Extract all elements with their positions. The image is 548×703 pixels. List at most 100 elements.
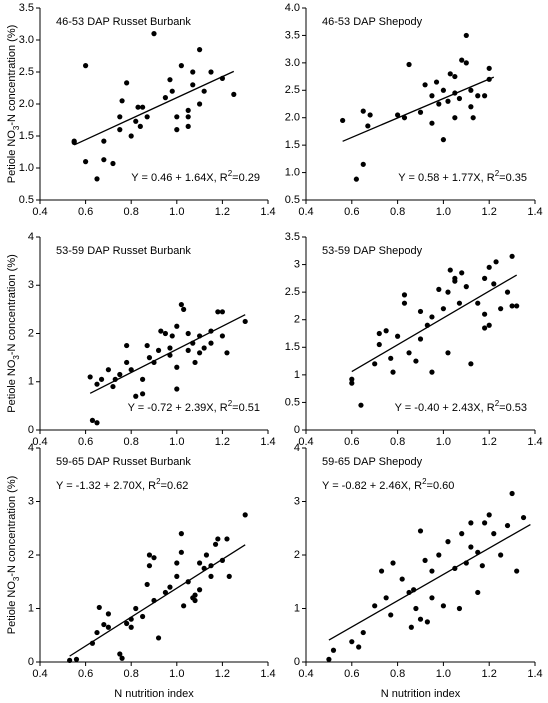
data-point bbox=[509, 490, 515, 497]
data-point bbox=[367, 112, 373, 118]
x-tick-label: 1.0 bbox=[169, 206, 184, 218]
data-point bbox=[151, 30, 157, 37]
panel-title: 46-53 DAP Russet Burbank bbox=[56, 16, 191, 28]
data-point bbox=[226, 573, 232, 580]
data-point bbox=[158, 328, 164, 334]
x-tick-label: 1.2 bbox=[215, 206, 230, 218]
data-point bbox=[491, 281, 497, 287]
data-point bbox=[440, 603, 446, 609]
data-point bbox=[146, 552, 153, 558]
data-point bbox=[162, 95, 168, 101]
text-part: =0.29 bbox=[232, 172, 260, 184]
y-tick-label: 1.0 bbox=[19, 162, 34, 174]
data-point bbox=[475, 93, 481, 99]
data-point bbox=[408, 624, 414, 630]
data-point bbox=[378, 568, 385, 574]
fit-line bbox=[328, 523, 531, 641]
data-point bbox=[208, 573, 214, 580]
data-point bbox=[372, 361, 378, 367]
text-part: Y = 0.46 + 1.64X, R bbox=[131, 172, 227, 184]
data-point bbox=[178, 549, 184, 555]
data-point bbox=[231, 91, 237, 97]
text-part: Petiole NO bbox=[6, 581, 18, 635]
data-point bbox=[340, 117, 346, 124]
data-point bbox=[475, 589, 481, 596]
y-tick-label: 3 bbox=[294, 258, 300, 270]
data-point bbox=[83, 159, 89, 165]
data-point bbox=[436, 101, 442, 107]
x-tick-label: 0.4 bbox=[32, 436, 47, 448]
data-point bbox=[468, 544, 474, 550]
x-tick-label: 0.6 bbox=[344, 668, 359, 680]
x-tick-label: 0.4 bbox=[32, 206, 47, 218]
y-tick-label: 1.5 bbox=[285, 341, 300, 353]
data-point bbox=[429, 120, 435, 126]
y-tick-label: 3 bbox=[294, 495, 300, 507]
data-point bbox=[436, 552, 442, 558]
data-point bbox=[224, 536, 230, 542]
data-point bbox=[174, 386, 180, 392]
data-point bbox=[128, 624, 134, 630]
data-point bbox=[117, 114, 123, 120]
data-point bbox=[219, 333, 225, 339]
data-point bbox=[349, 639, 355, 645]
data-point bbox=[417, 109, 424, 115]
x-tick-label: 0.8 bbox=[390, 668, 405, 680]
data-point bbox=[429, 93, 435, 99]
y-tick-label: 2.0 bbox=[19, 98, 34, 110]
x-tick-label: 0.6 bbox=[78, 206, 93, 218]
y-tick-label: 0 bbox=[28, 656, 34, 668]
data-point bbox=[372, 603, 378, 609]
data-point bbox=[144, 114, 150, 120]
y-tick-label: 1 bbox=[294, 369, 300, 381]
data-point bbox=[470, 115, 476, 121]
data-point bbox=[479, 563, 485, 569]
equation: Y = 0.46 + 1.64X, R2=0.29 bbox=[131, 169, 260, 184]
x-tick-label: 0.8 bbox=[124, 206, 139, 218]
x-tick-label: 1.2 bbox=[482, 436, 497, 448]
data-point bbox=[137, 123, 143, 129]
data-point bbox=[509, 303, 515, 309]
data-point bbox=[509, 253, 515, 259]
data-point bbox=[185, 123, 191, 129]
data-point bbox=[174, 114, 180, 120]
x-tick-label: 1.0 bbox=[436, 668, 451, 680]
data-point bbox=[190, 69, 196, 75]
y-tick-label: 0.5 bbox=[285, 396, 300, 408]
x-tick-label: 1.0 bbox=[436, 436, 451, 448]
text-part: Petiole NO bbox=[6, 359, 18, 413]
data-point bbox=[101, 138, 107, 144]
data-point bbox=[406, 350, 412, 356]
data-point bbox=[440, 87, 446, 93]
x-tick-label: 0.6 bbox=[344, 206, 359, 218]
text-part: Y = -1.32 + 2.70X, R bbox=[56, 480, 156, 492]
data-point bbox=[140, 376, 146, 382]
y-tick-label: 4 bbox=[294, 442, 300, 454]
data-point bbox=[330, 647, 337, 653]
data-point bbox=[482, 93, 488, 99]
data-point bbox=[192, 592, 198, 598]
y-axis-title: Petiole NO3-N concentration (%) bbox=[6, 254, 21, 413]
fit-line bbox=[351, 274, 518, 373]
data-point bbox=[486, 512, 492, 518]
data-point bbox=[468, 361, 474, 367]
data-point bbox=[133, 605, 139, 612]
data-point bbox=[475, 300, 481, 306]
data-point bbox=[482, 311, 488, 317]
x-tick-label: 1.0 bbox=[436, 206, 451, 218]
data-point bbox=[146, 563, 153, 569]
data-point bbox=[468, 520, 474, 526]
data-point bbox=[422, 557, 428, 563]
x-tick-label: 0.8 bbox=[390, 206, 405, 218]
data-point bbox=[124, 359, 130, 366]
data-point bbox=[486, 322, 492, 328]
data-point bbox=[201, 88, 207, 94]
data-point bbox=[89, 417, 96, 423]
data-point bbox=[190, 82, 196, 88]
data-point bbox=[169, 333, 175, 339]
data-point bbox=[124, 80, 130, 86]
data-point bbox=[395, 333, 401, 339]
data-point bbox=[203, 552, 210, 558]
data-point bbox=[178, 63, 184, 69]
data-point bbox=[401, 300, 408, 306]
